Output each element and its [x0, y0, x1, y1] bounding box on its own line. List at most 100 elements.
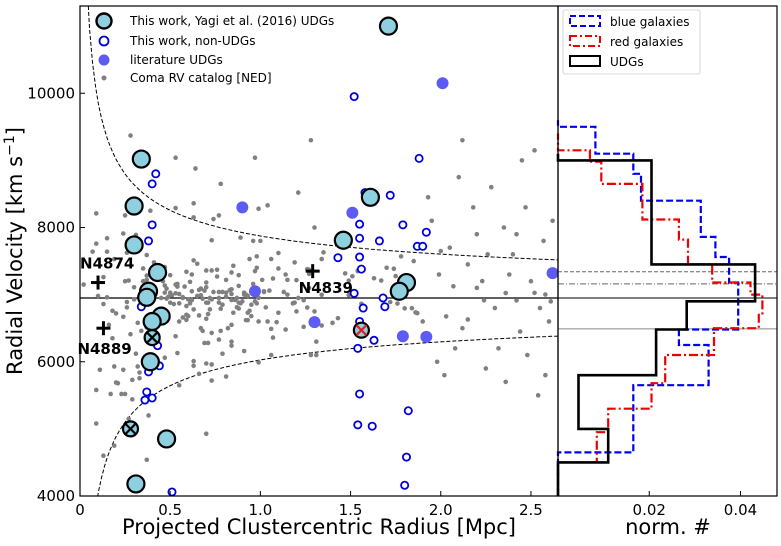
ned-catalog-point	[214, 274, 220, 279]
ned-catalog-point	[148, 208, 153, 214]
ned-catalog-point	[483, 366, 489, 371]
ned-catalog-point	[90, 249, 95, 254]
ned-catalog-point	[258, 238, 263, 244]
ned-catalog-point	[256, 206, 261, 212]
ned-catalog-point	[189, 272, 195, 277]
ned-catalog-point	[231, 263, 236, 269]
ned-catalog-point	[218, 181, 223, 187]
ned-catalog-point	[532, 290, 537, 296]
ned-catalog-point	[488, 184, 494, 190]
non-udg-point	[421, 227, 431, 237]
ned-catalog-point	[528, 278, 534, 284]
non-udg-point	[380, 302, 390, 312]
ned-catalog-point	[205, 311, 211, 317]
x-tick-label: 1.5	[339, 501, 363, 519]
histogram-x-tick-label: 0.02	[633, 501, 666, 519]
non-udg-point	[367, 421, 377, 431]
legend-label-udgs: UDGs	[610, 55, 644, 69]
ned-catalog-point	[106, 322, 112, 328]
ned-catalog-point	[434, 359, 440, 365]
ned-catalog-point	[276, 310, 281, 316]
non-udg-point	[400, 480, 410, 490]
ned-catalog-point	[211, 289, 216, 295]
ned-catalog-point	[535, 393, 541, 398]
literature-udg-point	[396, 330, 409, 343]
non-udg-point	[378, 293, 388, 303]
ned-catalog-point	[438, 248, 444, 254]
ned-catalog-point	[229, 322, 234, 328]
ned-catalog-point	[465, 262, 471, 267]
ned-catalog-point	[122, 391, 128, 397]
ned-catalog-point	[137, 370, 142, 375]
ned-catalog-point	[268, 326, 274, 332]
ned-catalog-point	[281, 289, 287, 295]
ned-catalog-point	[111, 256, 117, 262]
ned-catalog-point	[384, 265, 389, 271]
legend-marker-literature-udgs	[98, 54, 110, 66]
ned-catalog-point	[175, 350, 180, 356]
ned-catalog-point	[120, 231, 126, 236]
ned-catalog-point	[312, 309, 317, 314]
ned-catalog-point	[93, 211, 99, 216]
ned-catalog-point	[182, 284, 187, 289]
ned-catalog-point	[254, 265, 260, 271]
x-axis-title: Projected Clustercentric Radius [Mpc]	[122, 515, 516, 539]
non-udg-point	[356, 264, 366, 274]
ned-catalog-point	[191, 201, 196, 206]
ned-catalog-point	[158, 295, 164, 301]
y-tick-label: 4000	[37, 487, 75, 505]
ned-catalog-point	[120, 367, 126, 373]
legend-marker-non-udgs	[98, 35, 110, 47]
ned-catalog-point	[395, 301, 400, 306]
ned-catalog-point	[503, 290, 508, 296]
ned-catalog-point	[173, 155, 178, 160]
ned-catalog-point	[216, 289, 222, 295]
yagi-udg-point	[147, 262, 168, 283]
yagi-udg-point	[360, 187, 381, 207]
yagi-udg-crossed-point	[143, 328, 161, 347]
ned-catalog-point	[124, 305, 130, 310]
ned-catalog-point	[391, 266, 397, 272]
ned-catalog-point	[196, 371, 202, 377]
ned-catalog-point	[245, 310, 251, 316]
ned-catalog-point	[312, 225, 317, 230]
histogram-series-udgs	[556, 153, 757, 496]
ned-catalog-point	[173, 205, 178, 211]
non-udg-point	[355, 219, 365, 229]
ned-catalog-point	[146, 413, 151, 418]
non-udg-point	[403, 406, 413, 416]
ned-catalog-point	[294, 309, 299, 314]
ned-catalog-point	[420, 319, 426, 324]
literature-udg-point	[420, 330, 433, 343]
ned-catalog-point	[131, 284, 137, 290]
x-tick-label: 2.5	[519, 501, 543, 519]
ned-catalog-point	[546, 319, 552, 324]
ned-catalog-point	[250, 238, 256, 244]
ned-catalog-point	[223, 277, 229, 283]
ned-catalog-point	[321, 250, 326, 255]
crossed-point-stroke-b	[124, 423, 137, 435]
ned-catalog-point	[164, 286, 169, 291]
non-udg-point	[374, 236, 384, 246]
ned-catalog-point	[496, 346, 501, 351]
ned-catalog-point	[193, 166, 198, 171]
ned-catalog-point	[198, 293, 204, 298]
ned-catalog-point	[313, 339, 319, 344]
ned-catalog-point	[209, 268, 214, 273]
ned-catalog-point	[189, 297, 195, 303]
yagi-udg-crossed-point	[121, 420, 140, 438]
ned-catalog-point	[319, 256, 325, 262]
ned-catalog-point	[203, 361, 209, 366]
legend-swatch-udgs	[569, 55, 601, 67]
ned-catalog-point	[104, 235, 110, 241]
ned-catalog-point	[236, 272, 242, 278]
histogram-axis-ticks: 0.02 0.04	[633, 491, 757, 519]
ned-catalog-point	[229, 343, 234, 348]
ned-catalog-point	[93, 421, 99, 426]
ned-catalog-point	[270, 276, 276, 281]
ned-catalog-point	[101, 274, 106, 280]
ned-catalog-point	[220, 289, 225, 295]
ned-catalog-point	[241, 348, 247, 354]
ned-catalog-point	[425, 195, 431, 200]
ned-catalog-point	[184, 303, 189, 309]
